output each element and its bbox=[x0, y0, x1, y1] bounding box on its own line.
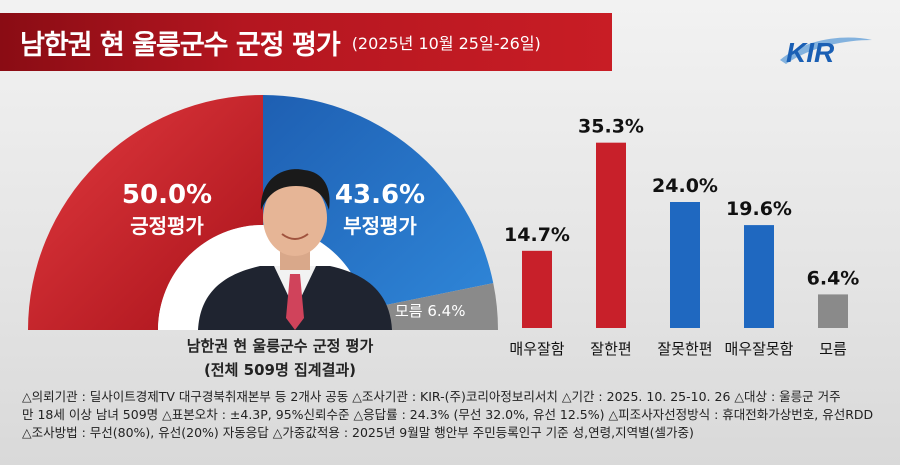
bar-category-label: 매우잘못함 bbox=[724, 340, 793, 358]
portrait-face bbox=[263, 180, 327, 256]
kir-logo: KIR bbox=[780, 37, 872, 68]
bar-1 bbox=[522, 250, 552, 328]
positive-label: 50.0% 긍정평가 bbox=[102, 180, 232, 239]
bar-5 bbox=[818, 294, 848, 328]
poll-caption-title: 남한권 현 울릉군수 군정 평가 bbox=[186, 337, 374, 355]
portrait-hair bbox=[260, 169, 330, 210]
bar-value-label: 6.4% bbox=[807, 267, 860, 289]
bar-value-label: 35.3% bbox=[578, 116, 644, 138]
negative-category: 부정평가 bbox=[343, 214, 417, 238]
notes-line-2: 만 18세 이상 남녀 509명 △표본오차 : ±4.3P, 95%신뢰수준 … bbox=[22, 407, 874, 422]
notes-line-1: △의뢰기관 : 딜사이트경제TV 대구경북취재본부 등 2개사 공동 △조사기관… bbox=[22, 389, 841, 404]
bar-value-label: 19.6% bbox=[726, 198, 792, 220]
logo-swoosh-icon bbox=[780, 37, 872, 64]
unknown-label: 모름 6.4% bbox=[395, 302, 466, 320]
survey-notes: △의뢰기관 : 딜사이트경제TV 대구경북취재본부 등 2개사 공동 △조사기관… bbox=[22, 388, 892, 442]
detail-bar-chart: 14.7% 매우잘함 35.3% 잘한편 24.0% 잘못한편 19.6% 매우잘못함 6.4%… bbox=[504, 116, 860, 358]
bar-value-label: 14.7% bbox=[504, 224, 570, 246]
portrait-smile bbox=[281, 233, 309, 240]
title-banner: 남한권 현 울릉군수 군정 평가 (2025년 10월 25일-26일) bbox=[0, 13, 612, 71]
logo-text: KIR bbox=[786, 37, 835, 68]
positive-value: 50.0% bbox=[121, 180, 213, 210]
negative-value: 43.6% bbox=[334, 180, 426, 210]
bar-3 bbox=[670, 202, 700, 328]
bar-4 bbox=[744, 225, 774, 328]
portrait-tie bbox=[286, 274, 304, 330]
pie-slice-negative bbox=[263, 95, 494, 310]
positive-category: 긍정평가 bbox=[130, 214, 204, 238]
bar-category-label: 모름 bbox=[819, 340, 847, 358]
bar-category-label: 잘못한편 bbox=[657, 340, 712, 358]
poll-caption-sample: (전체 509명 집계결과) bbox=[203, 361, 357, 379]
pie-svg bbox=[28, 95, 498, 330]
bar-2 bbox=[596, 142, 626, 328]
negative-label: 43.6% 부정평가 bbox=[310, 180, 450, 239]
bar-category-label: 잘한편 bbox=[590, 340, 631, 358]
bar-value-label: 24.0% bbox=[652, 175, 718, 197]
portrait bbox=[198, 169, 392, 330]
poll-caption: 남한권 현 울릉군수 군정 평가 (전체 509명 집계결과) bbox=[160, 334, 400, 382]
survey-date: (2025년 10월 25일-26일) bbox=[351, 34, 541, 53]
pie-slice-unknown bbox=[365, 283, 498, 330]
page-title: 남한권 현 울릉군수 군정 평가 bbox=[20, 29, 341, 61]
bar-category-label: 매우잘함 bbox=[509, 340, 564, 358]
pie-slice-positive bbox=[28, 95, 263, 330]
approval-pie-chart: 50.0% 긍정평가 43.6% 부정평가 bbox=[28, 78, 498, 330]
notes-line-3: △조사방법 : 무선(80%), 유선(20%) 자동응답 △가중값적용 : 2… bbox=[22, 425, 694, 440]
